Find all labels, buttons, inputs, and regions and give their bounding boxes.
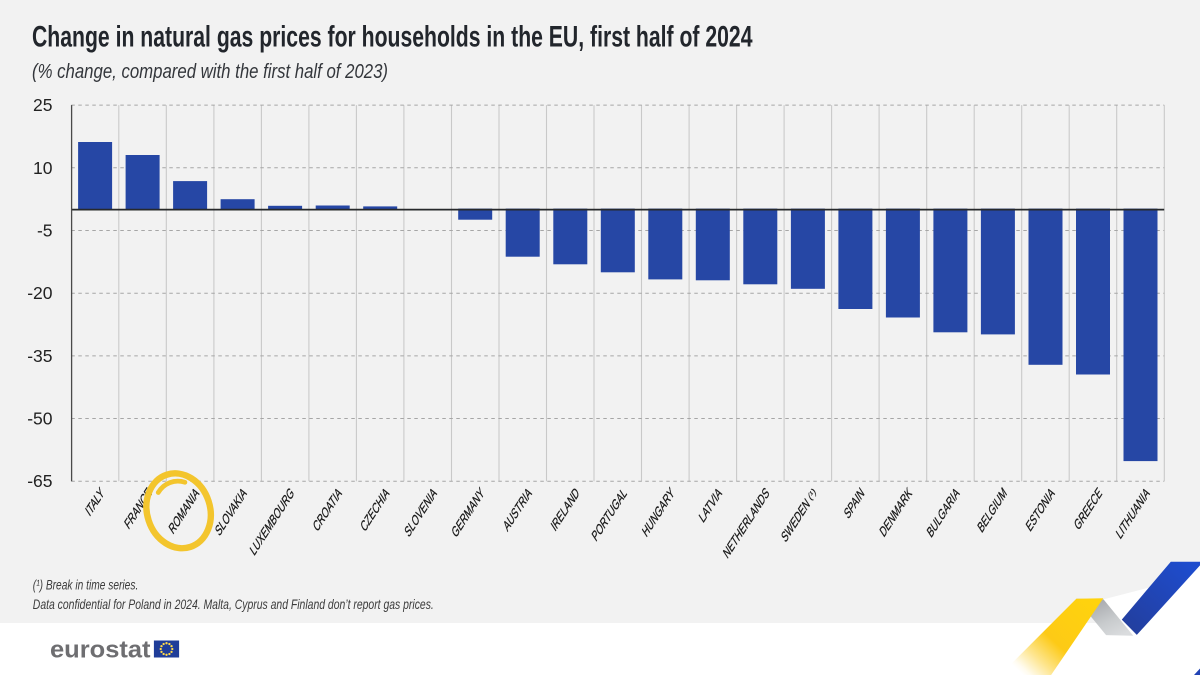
svg-text:-50: -50: [27, 409, 53, 429]
svg-text:10: 10: [33, 158, 53, 178]
svg-text:(% change, compared with the f: (% change, compared with the first half …: [32, 61, 388, 83]
svg-text:(¹): (¹): [807, 486, 818, 503]
svg-text:-5: -5: [37, 221, 53, 241]
svg-text:-35: -35: [27, 346, 52, 366]
svg-text:Data confidential for Poland i: Data confidential for Poland in 2024. Ma…: [33, 596, 434, 612]
svg-text:25: 25: [33, 95, 52, 115]
svg-text:-20: -20: [27, 283, 53, 303]
svg-text:(¹) Break in time series.: (¹) Break in time series.: [33, 577, 139, 593]
svg-text:-65: -65: [27, 471, 52, 491]
svg-text:eurostat: eurostat: [50, 636, 151, 663]
svg-text:Change in natural gas prices f: Change in natural gas prices for househo…: [32, 21, 753, 54]
